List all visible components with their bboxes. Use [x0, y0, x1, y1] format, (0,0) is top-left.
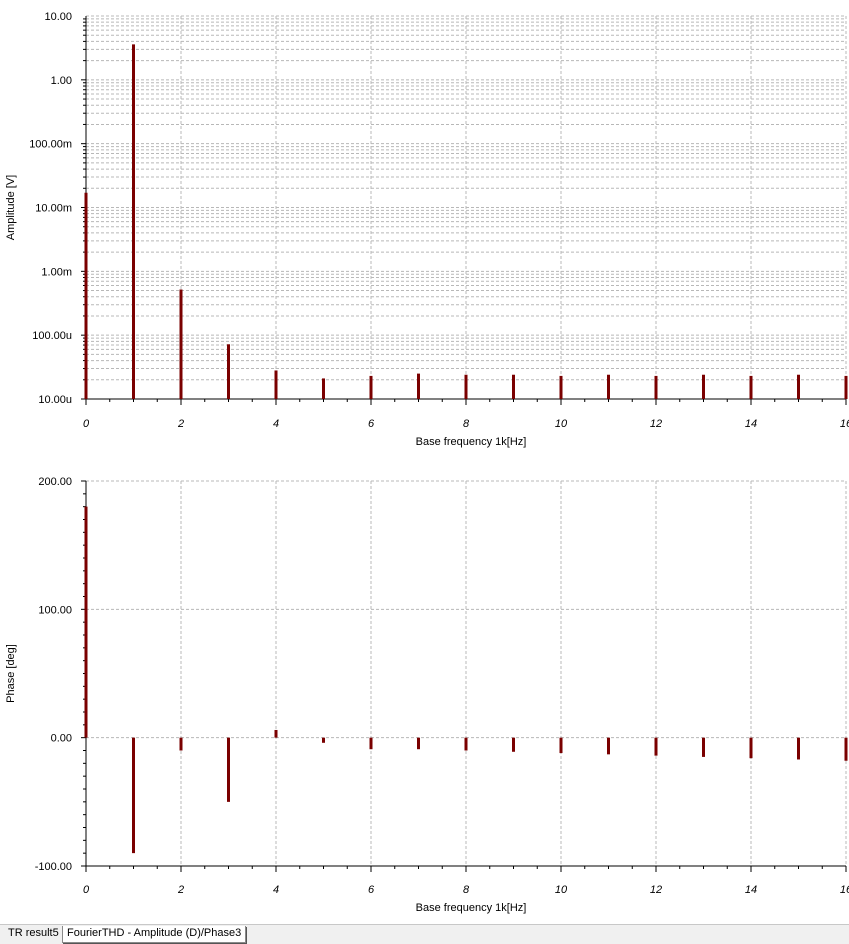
- x-tick-label: 4: [273, 418, 279, 430]
- x-tick-label: 2: [177, 884, 184, 896]
- x-tick-label: 16: [840, 884, 849, 896]
- x-axis-label: Base frequency 1k[Hz]: [416, 436, 527, 448]
- x-tick-label: 16: [840, 418, 849, 430]
- x-tick-label: 2: [177, 418, 184, 430]
- y-tick-label: 10.00m: [35, 203, 72, 215]
- y-axis-label: Phase [deg]: [5, 644, 17, 703]
- x-tick-label: 12: [650, 418, 662, 430]
- x-tick-label: 6: [368, 418, 375, 430]
- tab-tr-result[interactable]: TR result5: [4, 926, 63, 943]
- x-tick-label: 6: [368, 884, 375, 896]
- y-tick-label: 100.00m: [29, 139, 72, 151]
- y-axis-label: Amplitude [V]: [5, 175, 17, 240]
- x-tick-label: 12: [650, 884, 662, 896]
- y-tick-label: 10.00u: [38, 394, 72, 406]
- x-tick-label: 4: [273, 884, 279, 896]
- x-axis-label: Base frequency 1k[Hz]: [416, 902, 527, 914]
- y-tick-label: 10.00: [44, 11, 72, 23]
- x-tick-label: 8: [463, 884, 470, 896]
- y-tick-label: 0.00: [51, 733, 72, 745]
- fourier-chart-area: 10.00u 100.00u 1.00m 10.00m 100.00m 1.00 10.00…: [5, 11, 849, 914]
- tab-fourier-thd[interactable]: FourierTHD - Amplitude (D)/Phase3: [62, 926, 247, 943]
- x-tick-label: 10: [555, 418, 568, 430]
- y-tick-label: 1.00: [51, 75, 72, 87]
- y-tick-label: 1.00m: [41, 266, 72, 278]
- x-tick-label: 0: [83, 418, 90, 430]
- x-tick-label: 14: [745, 418, 757, 430]
- y-tick-label: 100.00: [38, 604, 72, 616]
- y-tick-label: 100.00u: [32, 330, 72, 342]
- x-tick-label: 10: [555, 884, 568, 896]
- x-tick-label: 8: [463, 418, 470, 430]
- amplitude-chart: 10.00u 100.00u 1.00m 10.00m 100.00m 1.00 10.00…: [5, 11, 849, 448]
- result-tab-bar: TR result5 FourierTHD - Amplitude (D)/Ph…: [0, 924, 849, 944]
- x-tick-label: 14: [745, 884, 757, 896]
- x-tick-label: 0: [83, 884, 90, 896]
- y-tick-label: 200.00: [38, 476, 72, 488]
- y-tick-label: -100.00: [35, 861, 72, 873]
- phase-chart: -100.00 0.00 100.00 200.00 0 2 4 6 8 10 12 14 16 Base…: [5, 476, 849, 914]
